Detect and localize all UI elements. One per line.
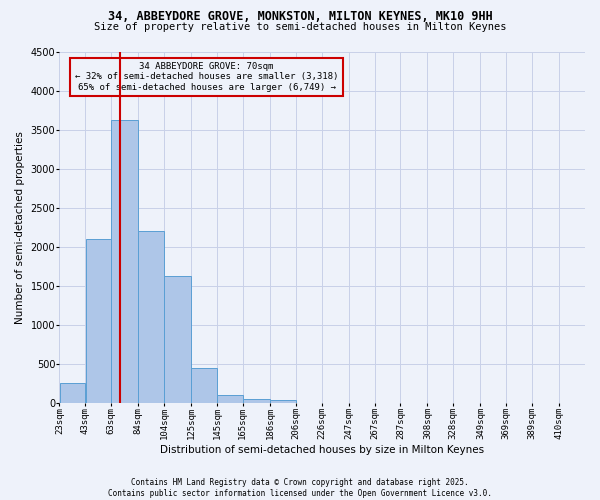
Text: Size of property relative to semi-detached houses in Milton Keynes: Size of property relative to semi-detach… — [94, 22, 506, 32]
Text: 34 ABBEYDORE GROVE: 70sqm
← 32% of semi-detached houses are smaller (3,318)
65% : 34 ABBEYDORE GROVE: 70sqm ← 32% of semi-… — [75, 62, 338, 92]
Bar — [164, 276, 191, 403]
Bar — [139, 231, 164, 403]
X-axis label: Distribution of semi-detached houses by size in Milton Keynes: Distribution of semi-detached houses by … — [160, 445, 484, 455]
Y-axis label: Number of semi-detached properties: Number of semi-detached properties — [15, 131, 25, 324]
Bar — [217, 395, 242, 403]
Bar — [86, 239, 111, 403]
Text: 34, ABBEYDORE GROVE, MONKSTON, MILTON KEYNES, MK10 9HH: 34, ABBEYDORE GROVE, MONKSTON, MILTON KE… — [107, 10, 493, 23]
Bar — [243, 398, 269, 403]
Bar — [270, 400, 296, 403]
Bar — [60, 384, 85, 403]
Bar — [112, 120, 138, 403]
Bar — [191, 368, 217, 403]
Text: Contains HM Land Registry data © Crown copyright and database right 2025.
Contai: Contains HM Land Registry data © Crown c… — [108, 478, 492, 498]
